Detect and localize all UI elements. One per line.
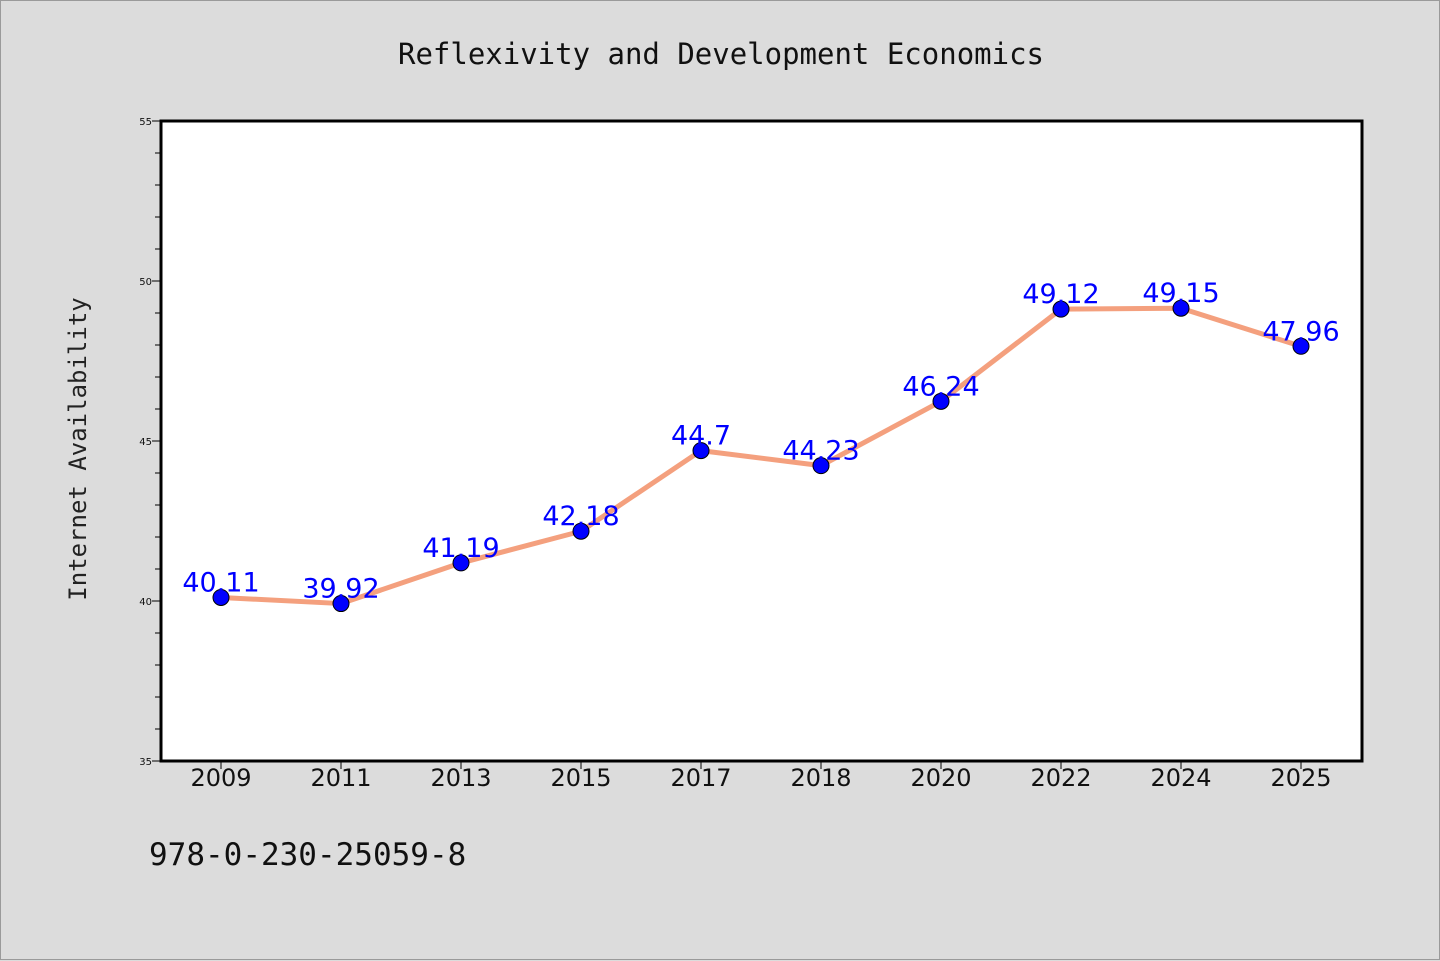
data-label: 44.23 [782, 436, 859, 467]
x-tick-label: 2013 [430, 764, 491, 792]
data-point [932, 392, 950, 410]
data-point [812, 457, 830, 475]
y-tick-label: 50 [139, 277, 152, 288]
data-label: 40.11 [182, 567, 259, 598]
y-axis: 35 40 45 50 55 [139, 117, 161, 768]
data-point [212, 588, 230, 606]
x-tick-label: 2025 [1270, 764, 1331, 792]
data-label: 47.96 [1262, 316, 1339, 347]
series-layer: 40.11 39.92 41.19 42.18 44.7 44.23 46.24 49.12 4… [182, 278, 1340, 613]
data-label: 39.92 [302, 574, 379, 605]
x-tick-label: 2015 [550, 764, 611, 792]
data-point [1172, 299, 1190, 317]
data-label: 42.18 [542, 501, 619, 532]
x-tick-label: 2020 [910, 764, 971, 792]
data-point [1292, 337, 1310, 355]
y-axis-label: Internet Availability [64, 297, 92, 600]
isbn-footer: 978-0-230-25059-8 [149, 837, 466, 873]
data-label: 41.19 [422, 533, 499, 564]
data-point [452, 554, 470, 572]
y-tick-label: 40 [139, 597, 152, 608]
x-tick-label: 2017 [670, 764, 731, 792]
data-label: 44.7 [671, 421, 731, 452]
y-tick-label: 35 [139, 757, 152, 768]
x-tick-label: 2009 [190, 764, 251, 792]
chart-title: Reflexivity and Development Economics [398, 37, 1044, 71]
x-tick-label: 2018 [790, 764, 851, 792]
plot-area [159, 119, 1364, 763]
data-point [1052, 300, 1070, 318]
data-label: 46.24 [902, 371, 979, 402]
series-line [218, 305, 1304, 607]
x-tick-label: 2011 [310, 764, 371, 792]
data-label: 49.12 [1022, 279, 1099, 310]
x-tick-label: 2022 [1030, 764, 1091, 792]
x-axis: 2009 2011 2013 2015 2017 2018 2020 2022 2024 2025 [190, 761, 1332, 792]
x-tick-label: 2024 [1150, 764, 1211, 792]
y-tick-label: 55 [139, 117, 152, 128]
data-point [692, 442, 710, 460]
data-label: 49.15 [1142, 278, 1219, 309]
data-point [572, 522, 590, 540]
y-tick-label: 45 [139, 437, 152, 448]
data-point [332, 595, 350, 613]
